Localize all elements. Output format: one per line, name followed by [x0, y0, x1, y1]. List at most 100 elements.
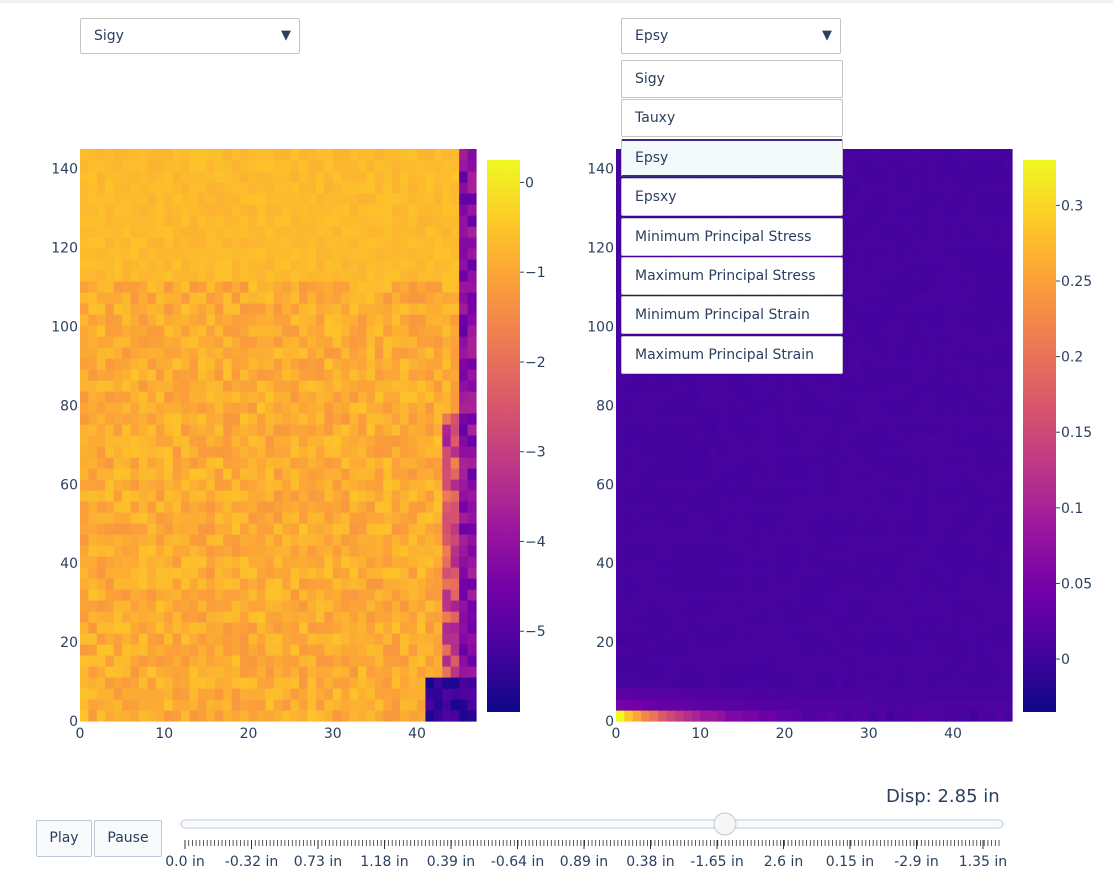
- heatmap-cell: [944, 314, 954, 326]
- heatmap-cell: [391, 391, 401, 403]
- heatmap-cell: [223, 688, 233, 700]
- heatmap-cell: [784, 710, 794, 722]
- heatmap-cell: [341, 380, 351, 392]
- heatmap-cell: [273, 644, 283, 656]
- heatmap-cell: [927, 710, 937, 722]
- heatmap-cell: [691, 534, 701, 546]
- heatmap-cell: [349, 325, 359, 337]
- heatmap-cell: [256, 677, 266, 689]
- heatmap-cell: [835, 534, 845, 546]
- heatmap-cell: [818, 512, 828, 524]
- heatmap-cell: [425, 248, 435, 260]
- heatmap-cell: [113, 215, 123, 227]
- heatmap-cell: [616, 292, 626, 304]
- heatmap-cell: [324, 358, 334, 370]
- heatmap-cell: [391, 193, 401, 205]
- heatmap-cell: [341, 666, 351, 678]
- heatmap-cell: [708, 600, 718, 612]
- heatmap-cell: [442, 237, 452, 249]
- heatmap-cell: [273, 215, 283, 227]
- heatmap-cell: [885, 325, 895, 337]
- heatmap-cell: [442, 369, 452, 381]
- heatmap-cell: [801, 369, 811, 381]
- heatmap-cell: [307, 534, 317, 546]
- heatmap-cell: [641, 600, 651, 612]
- heatmap-cell: [936, 149, 946, 161]
- heatmap-cell: [206, 490, 216, 502]
- heatmap-cell: [801, 589, 811, 601]
- heatmap-cell: [885, 424, 895, 436]
- heatmap-cell: [332, 270, 342, 282]
- heatmap-cell: [835, 677, 845, 689]
- heatmap-cell: [742, 622, 752, 634]
- heatmap-cell: [282, 336, 292, 348]
- heatmap-cell: [88, 226, 98, 238]
- heatmap-cell: [206, 237, 216, 249]
- heatmap-cell: [374, 259, 384, 271]
- heatmap-cell: [894, 578, 904, 590]
- heatmap-cell: [374, 479, 384, 491]
- heatmap-cell: [299, 710, 309, 722]
- heatmap-cell: [341, 358, 351, 370]
- heatmap-cell: [759, 512, 769, 524]
- heatmap-cell: [885, 149, 895, 161]
- heatmap-cell: [290, 633, 300, 645]
- heatmap-cell: [391, 380, 401, 392]
- heatmap-cell: [919, 380, 929, 392]
- heatmap-cell: [164, 435, 174, 447]
- heatmap-cell: [910, 446, 920, 458]
- displacement-slider[interactable]: 0.0 in -0.32 in 0.73 in 1.18 in 0.39 in -0.64…: [165, 812, 1007, 870]
- heatmap-cell: [332, 501, 342, 513]
- heatmap-cell: [425, 413, 435, 425]
- heatmap-cell: [910, 237, 920, 249]
- heatmap-cell: [105, 226, 115, 238]
- heatmap-cell: [265, 314, 275, 326]
- heatmap-cell: [265, 699, 275, 711]
- heatmap-cell: [725, 369, 735, 381]
- heatmap-cell: [307, 677, 317, 689]
- heatmap-cell: [256, 314, 266, 326]
- heatmap-cell: [425, 204, 435, 216]
- heatmap-cell: [181, 336, 191, 348]
- heatmap-cell: [818, 567, 828, 579]
- variable-dropdown-left[interactable]: Sigy ▼: [80, 18, 300, 54]
- heatmap-cell: [105, 446, 115, 458]
- slider-rail[interactable]: [180, 819, 1004, 829]
- heatmap-cell: [784, 644, 794, 656]
- heatmap-cell: [809, 512, 819, 524]
- heatmap-cell: [666, 446, 676, 458]
- heatmap-cell: [936, 655, 946, 667]
- heatmap-cell: [742, 369, 752, 381]
- heatmap-cell: [164, 314, 174, 326]
- heatmap-cell: [366, 424, 376, 436]
- heatmap-cell: [910, 380, 920, 392]
- heatmap-cell: [417, 182, 427, 194]
- heatmap-cell: [767, 435, 777, 447]
- heatmap-cell: [417, 567, 427, 579]
- heatmap-cell: [349, 446, 359, 458]
- heatmap-cell: [147, 369, 157, 381]
- heatmap-cell: [641, 567, 651, 579]
- heatmap-cell: [130, 160, 140, 172]
- heatmap-cell: [349, 248, 359, 260]
- heatmap-cell: [391, 369, 401, 381]
- heatmap-cell: [843, 292, 853, 304]
- variable-dropdown-right[interactable]: Epsy ▼: [621, 18, 841, 54]
- heatmap-cell: [919, 424, 929, 436]
- heatmap-cell: [725, 677, 735, 689]
- heatmap-cell: [240, 380, 250, 392]
- heatmap-cell: [467, 633, 477, 645]
- heatmap-cell: [725, 534, 735, 546]
- heatmap-cell: [986, 259, 996, 271]
- heatmap-cell: [138, 160, 149, 172]
- heatmap-cell: [248, 303, 258, 315]
- heatmap-cell: [400, 556, 410, 568]
- heatmap-cell: [248, 589, 258, 601]
- heatmap-cell: [759, 622, 769, 634]
- heatmap-cell: [273, 710, 283, 722]
- heatmap-cell: [936, 347, 946, 359]
- heatmap-cell: [172, 347, 182, 359]
- heatmap-cell: [240, 457, 250, 469]
- heatmap-cell: [969, 468, 979, 480]
- heatmap-cell: [750, 171, 760, 183]
